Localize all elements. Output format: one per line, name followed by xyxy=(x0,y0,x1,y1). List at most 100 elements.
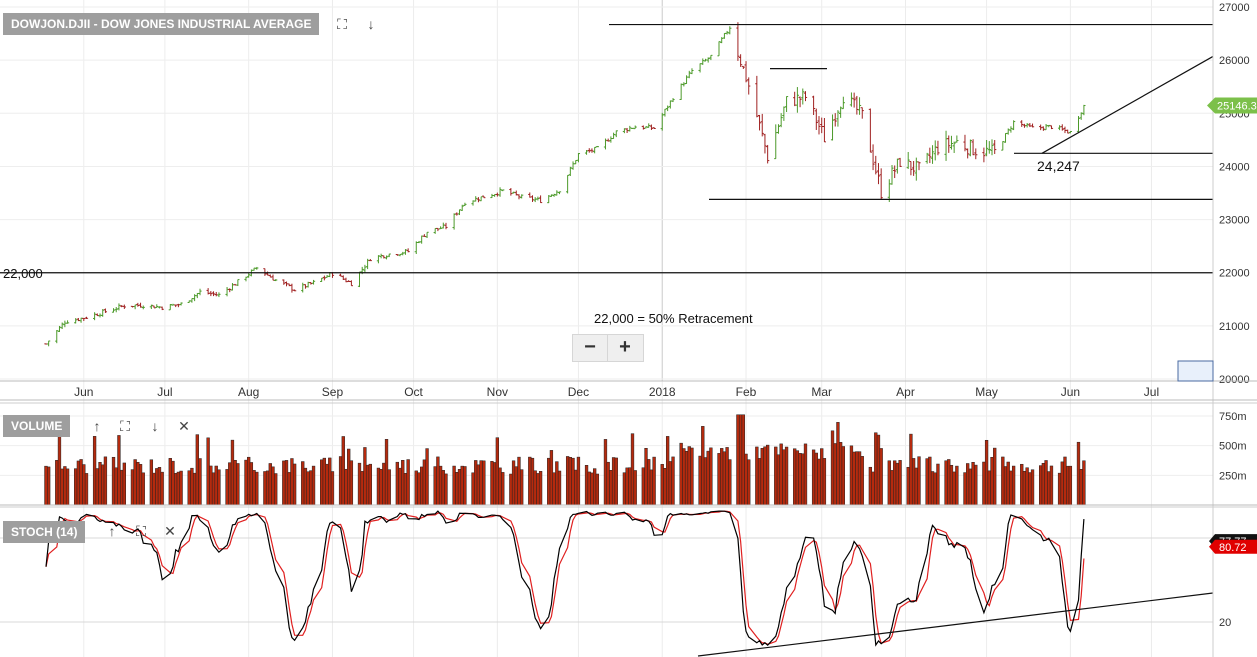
volume-bar xyxy=(438,465,443,506)
volume-bar xyxy=(495,437,500,506)
volume-bar xyxy=(895,462,900,506)
volume-bar xyxy=(741,414,745,506)
expand-icon[interactable]: ⛶ xyxy=(120,418,130,434)
stochastic-lines xyxy=(45,510,1085,647)
volume-bar xyxy=(311,465,316,506)
volume-bar xyxy=(225,469,229,506)
y-tick-label: 24000 xyxy=(1219,161,1250,173)
volume-bar xyxy=(190,467,194,506)
expand-icon[interactable]: ⛶ xyxy=(337,16,347,32)
volume-bar xyxy=(1041,462,1046,506)
grid-lines xyxy=(0,0,1213,657)
close-icon[interactable]: ✕ xyxy=(178,418,190,434)
volume-bar xyxy=(341,436,345,506)
volume-bar xyxy=(679,442,683,506)
volume-bar xyxy=(101,464,105,506)
navigator-box xyxy=(1177,360,1214,382)
volume-bar xyxy=(706,450,710,506)
arrow-down-icon[interactable]: ↓ xyxy=(151,418,159,434)
volume-bar xyxy=(1025,467,1029,506)
zoom-in-button[interactable]: + xyxy=(619,336,631,358)
volume-bar xyxy=(149,459,154,506)
volume-bar xyxy=(490,461,494,506)
volume-bar xyxy=(747,459,751,506)
y-tick-label: 23000 xyxy=(1219,215,1250,227)
volume-bar xyxy=(574,469,578,506)
volume-bar xyxy=(401,460,405,506)
volume-bar xyxy=(841,446,845,506)
volume-bar xyxy=(757,458,762,506)
volume-bar xyxy=(74,468,78,506)
volume-panel-label: VOLUME xyxy=(3,415,71,437)
volume-bar xyxy=(1063,456,1067,506)
volume-bar xyxy=(603,439,608,506)
arrow-up-icon[interactable]: ↑ xyxy=(93,418,101,434)
close-icon[interactable]: ✕ xyxy=(164,523,176,539)
volume-bar xyxy=(665,436,670,506)
volume-bar xyxy=(576,456,581,506)
volume-bar xyxy=(557,470,562,506)
volume-bar xyxy=(652,456,656,506)
volume-bar xyxy=(990,456,994,506)
annotation-retracement: 22,000 = 50% Retracement xyxy=(594,311,753,326)
volume-bar xyxy=(630,433,635,506)
volume-bar xyxy=(868,466,873,506)
volume-bar xyxy=(460,465,464,506)
volume-bar xyxy=(379,469,383,506)
volume-bar xyxy=(536,473,540,506)
x-tick-label: Aug xyxy=(238,385,259,399)
volume-bar xyxy=(817,458,821,506)
volume-bar xyxy=(111,456,116,506)
volume-bar xyxy=(228,462,232,506)
volume-bar xyxy=(776,454,781,506)
volume-bar xyxy=(520,469,524,506)
volume-bar xyxy=(720,448,724,506)
last-price-label: 25146.39 xyxy=(1217,101,1257,113)
volume-bar xyxy=(857,451,862,506)
arrow-up-icon[interactable]: ↑ xyxy=(108,523,116,539)
volume-bar xyxy=(871,471,875,506)
x-tick-label: Apr xyxy=(896,385,915,399)
arrow-down-icon[interactable]: ↓ xyxy=(367,16,375,32)
y-tick-label: 22000 xyxy=(1219,268,1250,280)
volume-bar xyxy=(328,457,332,506)
expand-icon[interactable]: ⛶ xyxy=(136,523,146,539)
volume-bars xyxy=(44,414,1086,506)
volume-bar xyxy=(230,439,235,506)
volume-bar xyxy=(255,471,259,506)
zoom-out-button[interactable]: − xyxy=(573,335,608,361)
price-badges: 25146.3977.7780.72 xyxy=(1177,97,1257,554)
volume-bar xyxy=(60,468,64,506)
volume-bar xyxy=(122,462,126,506)
volume-bar xyxy=(555,461,559,506)
drawn-trendlines xyxy=(0,23,1214,657)
volume-bar xyxy=(925,458,929,506)
volume-bar xyxy=(1009,470,1013,506)
volume-bar xyxy=(357,462,362,506)
volume-bar xyxy=(152,472,156,506)
volume-bar xyxy=(528,456,532,506)
volume-bar xyxy=(893,460,897,506)
volume-bar xyxy=(330,471,335,506)
volume-bar xyxy=(820,448,824,506)
volume-bar xyxy=(252,470,256,506)
volume-bar xyxy=(363,447,367,506)
volume-bar xyxy=(801,453,805,506)
stoch-d-badge-label: 80.72 xyxy=(1219,542,1247,554)
y-tick-label: 21000 xyxy=(1219,321,1250,333)
volume-bar xyxy=(611,457,616,506)
volume-bar xyxy=(660,464,664,506)
zoom-controls: − + xyxy=(572,334,644,362)
volume-bar xyxy=(1049,465,1054,506)
volume-bar xyxy=(268,463,272,506)
volume-bar xyxy=(271,466,275,506)
volume-bar xyxy=(98,462,102,506)
volume-bar xyxy=(44,465,48,506)
volume-bar xyxy=(993,447,997,506)
volume-bar xyxy=(168,458,172,506)
volume-bar xyxy=(79,459,83,506)
volume-bar xyxy=(1047,471,1051,506)
volume-bar xyxy=(209,465,213,506)
